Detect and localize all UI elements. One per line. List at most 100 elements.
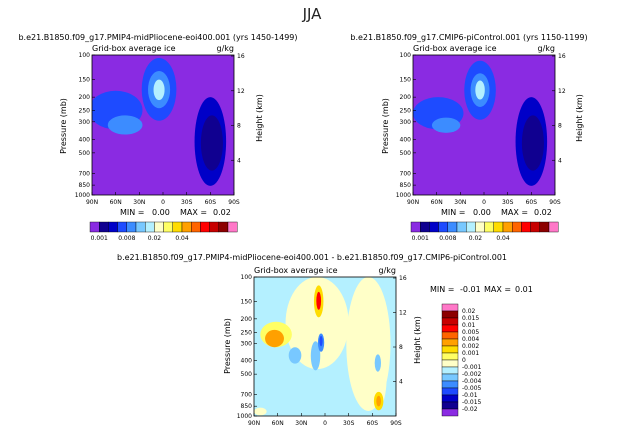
panel-3-title: b.e21.B1850.f09_g17.PMIP4-midPliocene-eo…: [117, 253, 507, 262]
colorbar-swatch-13: [521, 221, 531, 233]
y-tick-label: 300: [400, 119, 412, 126]
panel-1-y2label: Height (km): [255, 94, 264, 142]
panel-2-min-value: 0.00: [473, 208, 491, 217]
panel-1-max-label: MAX =: [180, 208, 207, 217]
y-tick-label: 400: [79, 136, 91, 143]
contour-region-12: [319, 335, 323, 347]
colorbar-swatch-13: [441, 387, 459, 396]
x-tick-label: 30N: [454, 199, 466, 206]
y-tick-label: 1000: [75, 192, 90, 199]
panel-2-units: g/kg: [538, 44, 555, 53]
contour-region-15: [374, 354, 382, 372]
x-tick-label: 30S: [181, 199, 193, 206]
y-tick-label: 100: [400, 52, 412, 59]
y2-tick-label: 4: [237, 157, 241, 164]
colorbar-label: 0.02: [469, 235, 483, 242]
colorbar-swatch-14: [209, 221, 220, 233]
colorbar-swatch-5: [447, 221, 458, 233]
panel-2-min-label: MIN =: [441, 208, 466, 217]
colorbar-swatch-6: [456, 221, 467, 233]
panel-2-ylabel: Pressure (mb): [381, 98, 390, 154]
x-tick-label: 90N: [407, 199, 419, 206]
y2-tick-label: 16: [558, 53, 566, 60]
colorbar-label: 0.005: [462, 329, 479, 336]
x-tick-label: 60N: [110, 199, 122, 206]
colorbar-label: -0.002: [462, 371, 482, 378]
x-tick-label: 0: [482, 199, 486, 206]
colorbar-label: 0.001: [462, 350, 479, 357]
colorbar-swatch-9: [163, 221, 174, 233]
colorbar-swatch-8: [154, 221, 164, 233]
y-tick-label: 500: [241, 371, 253, 378]
y-tick-label: 250: [241, 329, 253, 336]
panel-3-subtitle: Grid-box average ice: [254, 266, 338, 275]
panel-2-colorbar: 0.001 0.008 0.02 0.04: [410, 221, 559, 242]
colorbar-swatch-14: [530, 221, 540, 233]
x-tick-label: 90S: [228, 199, 240, 206]
colorbar-label: 0.01: [462, 322, 476, 329]
colorbar-swatch-6: [135, 221, 146, 233]
contour-region-3: [346, 277, 391, 411]
panel-2-stats: MIN = 0.00 MAX = 0.02: [441, 208, 552, 217]
y-tick-label: 500: [79, 150, 91, 157]
colorbar-swatch-14: [441, 394, 459, 403]
colorbar-swatch-9: [441, 359, 459, 368]
y2-tick-label: 16: [237, 53, 245, 60]
y2-tick-label: 12: [399, 310, 407, 317]
panel-1: b.e21.B1850.f09_g17.PMIP4-midPliocene-eo…: [18, 33, 297, 242]
y-tick-label: 150: [400, 77, 412, 84]
colorbar-swatch-11: [502, 221, 513, 233]
colorbar-swatch-4: [438, 221, 449, 233]
y-tick-label: 200: [79, 94, 91, 101]
contour-region-1: [285, 277, 349, 370]
y-tick-label: 200: [241, 316, 253, 323]
panel-2: b.e21.B1850.f09_g17.CMIP6-piControl.001 …: [350, 33, 587, 242]
x-tick-label: 60N: [431, 199, 443, 206]
panel-2-subtitle: Grid-box average ice: [413, 44, 497, 53]
y2-tick-label: 8: [558, 123, 562, 130]
colorbar-swatch-4: [441, 324, 459, 333]
colorbar-swatch-12: [190, 221, 201, 233]
y-tick-label: 150: [241, 298, 253, 305]
y2-tick-label: 8: [237, 123, 241, 130]
colorbar-label: -0.001: [462, 364, 482, 371]
colorbar-swatch-7: [144, 221, 155, 233]
colorbar-swatch-9: [484, 221, 495, 233]
contour-region-7: [200, 115, 223, 171]
x-tick-label: 60S: [367, 420, 379, 427]
panel-1-units: g/kg: [217, 44, 234, 53]
panel-2-max-label: MAX =: [501, 208, 528, 217]
colorbar-swatch-3: [441, 317, 459, 326]
colorbar-swatch-2: [441, 310, 459, 319]
y2-tick-label: 4: [558, 157, 562, 164]
colorbar-swatch-13: [200, 221, 210, 233]
y-tick-label: 1000: [396, 192, 411, 199]
colorbar-label: 0.04: [496, 235, 510, 242]
colorbar-label: -0.005: [462, 385, 482, 392]
y-tick-label: 150: [79, 77, 91, 84]
colorbar-label: 0.04: [175, 235, 189, 242]
panel-3-ylabel: Pressure (mb): [223, 318, 232, 374]
colorbar-label: 0.004: [462, 336, 479, 343]
colorbar-swatch-12: [441, 380, 459, 389]
colorbar-swatch-2: [98, 221, 109, 233]
colorbar-label: 0.001: [412, 235, 429, 242]
y2-tick-label: 4: [399, 379, 403, 386]
colorbar-swatch-8: [475, 221, 485, 233]
colorbar-label: 0.008: [439, 235, 456, 242]
panel-1-title: b.e21.B1850.f09_g17.PMIP4-midPliocene-eo…: [18, 33, 297, 42]
colorbar-label: 0.015: [462, 315, 479, 322]
panel-3-max-value: 0.01: [515, 285, 533, 294]
x-tick-label: 90N: [248, 420, 260, 427]
panel-1-colorbar: 0.001 0.008 0.02 0.04: [89, 221, 238, 242]
colorbar-label: 0.02: [148, 235, 162, 242]
page-title: JJA: [302, 5, 323, 23]
y-tick-label: 250: [400, 108, 412, 115]
colorbar-label: 0: [462, 357, 466, 364]
y-tick-label: 200: [400, 94, 412, 101]
x-tick-label: 60S: [205, 199, 217, 206]
y2-tick-label: 12: [558, 88, 566, 95]
colorbar-swatch-11: [441, 373, 459, 382]
colorbar-label: -0.004: [462, 378, 482, 385]
